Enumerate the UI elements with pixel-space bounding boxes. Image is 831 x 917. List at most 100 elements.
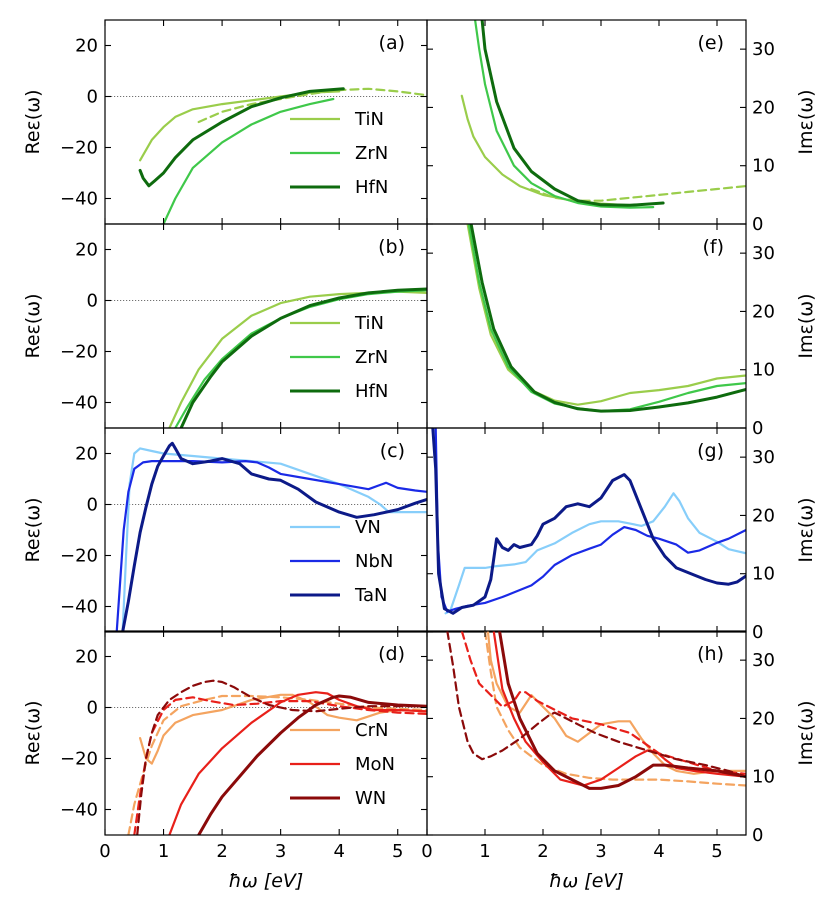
legend: TiN ZrN HfN: [290, 109, 388, 198]
series-group: [466, 224, 746, 413]
x-tick-label: 4: [333, 841, 344, 862]
panel-g: 0 10 20 30 (g) Imε(ω): [426, 427, 817, 643]
series-group: [127, 679, 427, 835]
panel-label: (f): [702, 236, 724, 258]
y-tick-label: −20: [60, 546, 98, 567]
panel-label: (d): [378, 643, 405, 665]
y-axis-label: Reε(ω): [22, 497, 44, 562]
legend-label-vn: VN: [355, 517, 381, 538]
y-axis-label: Reε(ω): [22, 293, 44, 358]
y-tick-label: −20: [60, 138, 98, 159]
y-tick-label: −20: [60, 749, 98, 770]
legend: CrN MoN WN: [290, 720, 395, 809]
y-axis-label: Reε(ω): [22, 700, 44, 765]
series-crn: [486, 631, 746, 775]
legend: TiN ZrN HfN: [290, 313, 388, 402]
y-tick-label: 0: [87, 495, 98, 516]
panel-d: −40 −20 0 20 0 1 2 3 4 5 (d) Reε(ω) ħω [eV] CrN MoN WN: [22, 630, 428, 892]
panel-frame: [426, 427, 747, 633]
series-hfn: [179, 287, 427, 428]
series-group: [460, 20, 746, 209]
panel-label: (e): [697, 32, 724, 54]
y-tick-label: 0: [752, 825, 763, 846]
y-tick-label: 10: [752, 564, 775, 585]
legend-label-zrn: ZrN: [355, 143, 388, 164]
x-axis-label: ħω [eV]: [549, 870, 624, 892]
series-mon: [492, 631, 746, 787]
x-tick-label: 0: [421, 841, 432, 862]
series-wn-dashed: [136, 679, 427, 835]
y-tick-label: 10: [752, 360, 775, 381]
series-crn-dashed: [483, 631, 746, 787]
y-tick-label: 0: [752, 214, 763, 235]
y-tick-label: 30: [752, 243, 775, 264]
y-axis-label: Imε(ω): [795, 497, 817, 562]
x-axis-label: ħω [eV]: [229, 870, 304, 892]
panel-label: (c): [380, 440, 405, 462]
legend-label-hfn: HfN: [355, 177, 388, 198]
y-axis-label: Imε(ω): [795, 700, 817, 765]
x-tick-label: 3: [275, 841, 286, 862]
series-group: [168, 287, 427, 428]
series-wn: [498, 631, 746, 790]
legend-label-nbn: NbN: [355, 551, 393, 572]
series-vn: [444, 492, 746, 615]
series-group: [431, 428, 746, 615]
series-wn-dashed: [446, 631, 746, 778]
series-tin: [139, 90, 341, 162]
x-tick-label: 5: [392, 841, 403, 862]
x-tick-label: 3: [595, 841, 606, 862]
legend-label-hfn: HfN: [355, 381, 388, 402]
panel-b: −40 −20 0 20 (b) Reε(ω) TiN ZrN HfN: [22, 223, 428, 429]
y-tick-label: 20: [75, 647, 98, 668]
legend-label-tin: TiN: [354, 313, 384, 334]
y-tick-label: 20: [75, 240, 98, 261]
panel-label: (b): [378, 236, 405, 258]
panel-frame: [426, 630, 747, 836]
panel-f: 0 10 20 30 (f) Imε(ω): [426, 223, 817, 439]
y-tick-label: 0: [87, 87, 98, 108]
y-tick-label: −20: [60, 342, 98, 363]
x-tick-label: 0: [99, 841, 110, 862]
series-tin: [460, 94, 632, 207]
panel-a: −40 −20 0 20 (a) Reε(ω) TiN ZrN HfN: [22, 19, 428, 225]
y-axis-label: Imε(ω): [795, 293, 817, 358]
panel-h: 0 10 20 30 0 1 2 3 4 5 (h) Imε(ω) ħω [eV]: [421, 630, 817, 892]
y-tick-label: 20: [752, 301, 775, 322]
y-tick-label: 0: [87, 698, 98, 719]
y-tick-label: −40: [60, 800, 98, 821]
series-nbn: [434, 428, 746, 613]
y-tick-label: 20: [752, 505, 775, 526]
series-hfn: [480, 20, 665, 207]
legend-label-tan: TaN: [354, 585, 388, 606]
y-tick-label: −40: [60, 393, 98, 414]
y-tick-label: 0: [87, 291, 98, 312]
y-tick-label: 10: [752, 767, 775, 788]
y-tick-label: 20: [75, 444, 98, 465]
panel-e: 0 10 20 30 (e) Imε(ω): [426, 19, 817, 235]
y-tick-label: 20: [752, 708, 775, 729]
series-nbn: [115, 460, 427, 632]
y-tick-label: −40: [60, 189, 98, 210]
y-tick-label: 10: [752, 156, 775, 177]
series-hfn: [469, 224, 746, 413]
x-tick-label: 4: [653, 841, 664, 862]
legend-label-zrn: ZrN: [355, 347, 388, 368]
y-tick-label: 30: [752, 447, 775, 468]
panel-label: (a): [379, 32, 405, 54]
panel-c: −40 −20 0 20 (c) Reε(ω) VN NbN TaN: [22, 427, 428, 633]
y-tick-label: 20: [75, 36, 98, 57]
y-tick-label: −40: [60, 597, 98, 618]
panel-label: (h): [697, 643, 724, 665]
y-tick-label: 0: [752, 622, 763, 643]
series-tan: [431, 428, 746, 615]
series-tan: [121, 441, 427, 632]
series-group: [138, 87, 427, 224]
series-hfn: [138, 87, 345, 188]
y-tick-label: 0: [752, 418, 763, 439]
x-tick-label: 2: [537, 841, 548, 862]
y-axis-label: Imε(ω): [795, 89, 817, 154]
legend-label-crn: CrN: [355, 720, 388, 741]
x-tick-label: 1: [479, 841, 490, 862]
